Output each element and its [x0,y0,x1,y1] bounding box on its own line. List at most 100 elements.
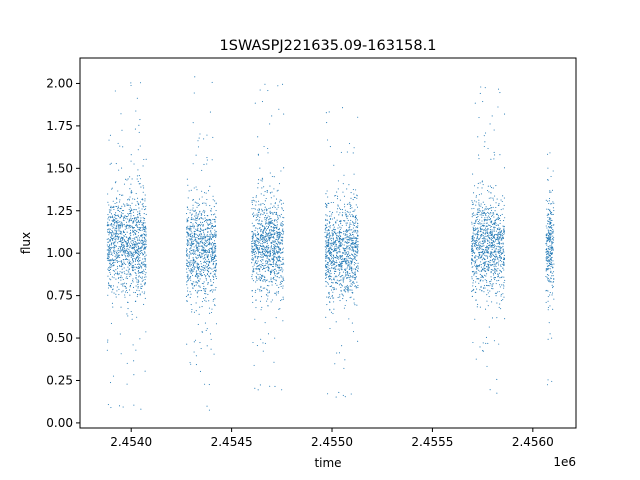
data-point [352,210,354,212]
data-point [132,254,134,256]
data-point [188,233,190,235]
data-point [328,272,330,274]
data-point [211,238,213,241]
data-point [349,266,351,268]
data-point [325,267,328,269]
data-point [109,206,112,209]
data-point [198,236,200,238]
data-point [486,273,488,275]
data-point [485,255,487,257]
data-point [479,273,481,275]
data-point [275,294,277,296]
data-point [489,234,491,236]
data-point [117,224,119,226]
data-point [482,232,484,234]
data-point [277,206,279,208]
data-point [481,274,483,276]
data-point [255,216,257,219]
data-point [280,252,282,255]
data-point [475,201,477,203]
data-point [282,237,284,239]
data-point [189,296,191,299]
data-point [471,245,473,247]
data-point [275,198,278,200]
data-point [485,225,487,227]
data-point [269,172,271,174]
data-point [119,251,121,253]
data-point [472,285,474,287]
data-point [122,203,124,205]
data-point [123,238,125,241]
data-point [486,249,488,251]
data-point [485,222,487,224]
data-point [133,257,135,259]
data-point [125,263,127,265]
data-point [338,264,341,266]
data-point [209,205,211,207]
data-point [352,227,354,229]
data-point [279,264,281,266]
data-point [264,239,267,241]
data-point [503,287,505,289]
data-point [497,268,499,270]
data-point [335,396,337,398]
data-point [141,285,143,287]
data-point [144,234,146,236]
data-point [472,238,474,240]
data-point [337,268,339,270]
data-point [197,268,199,270]
data-point [205,279,207,281]
data-point [268,268,270,270]
data-point [282,240,284,242]
data-point [262,230,264,232]
data-point [123,271,125,273]
data-point [195,302,197,304]
data-point [142,243,144,245]
data-point [195,256,197,259]
data-point [140,221,142,223]
data-point [195,215,197,217]
data-point [263,236,265,238]
data-point [203,285,205,287]
data-point [342,279,344,281]
data-point [113,274,115,276]
data-point [135,349,137,351]
data-point [278,249,280,251]
data-point [192,263,195,265]
data-point [477,266,479,268]
data-point [478,117,480,119]
data-point [113,251,115,253]
data-point [137,169,139,171]
data-point [187,208,189,210]
data-point [129,196,131,198]
data-point [267,236,269,238]
data-point [129,243,131,245]
data-point [330,255,332,257]
data-point [188,257,190,259]
data-point [137,226,139,228]
data-point [191,270,193,272]
data-point [135,249,137,251]
data-point [472,249,474,251]
data-point [109,211,111,213]
data-point [328,230,330,232]
data-point [282,262,284,264]
data-point [190,363,192,365]
data-point [475,241,477,243]
data-point [136,217,138,219]
data-point [135,110,137,112]
data-point [266,249,268,251]
data-point [140,186,142,188]
data-point [138,276,140,278]
data-point [252,199,254,201]
data-point [253,364,255,366]
data-point [112,265,114,267]
data-point [356,206,359,208]
data-point [481,181,483,183]
data-point [342,211,344,213]
data-point [340,220,342,222]
data-point [355,214,357,216]
data-point [490,256,492,259]
data-point [340,262,342,264]
data-point [127,178,129,180]
